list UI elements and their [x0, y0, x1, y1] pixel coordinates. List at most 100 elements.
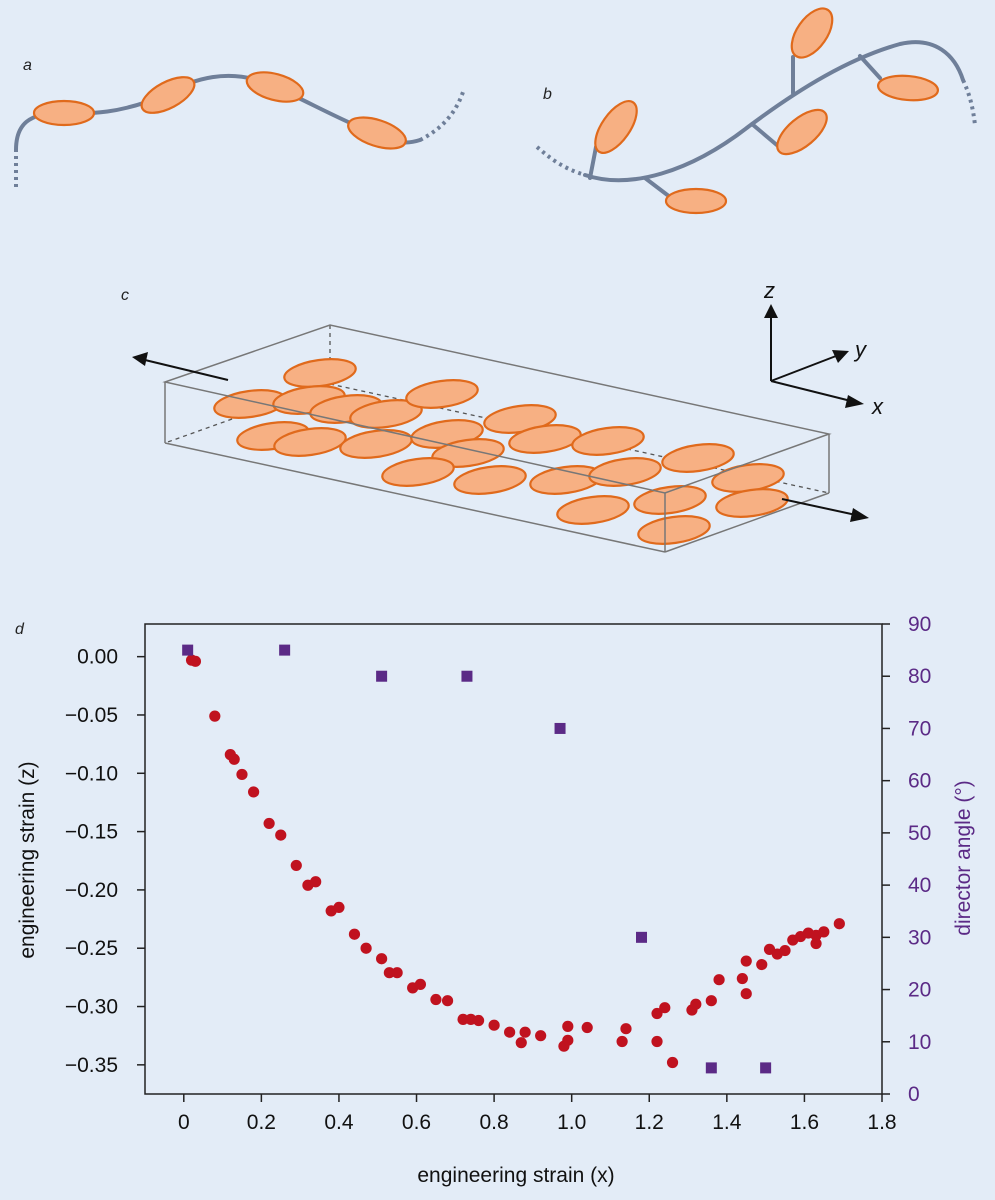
x-axis-title: engineering strain (x) — [417, 1164, 614, 1187]
mesogen — [140, 76, 196, 114]
strain-point — [779, 944, 791, 957]
axes-3d: z y x — [763, 278, 884, 419]
y2-tick-label: 80 — [908, 665, 931, 688]
y2-tick-label: 20 — [908, 979, 931, 1002]
strain-point — [690, 998, 702, 1010]
sidechain — [643, 176, 672, 199]
plot-frame — [144, 623, 883, 1095]
y-tick-label: −0.30 — [65, 996, 118, 1019]
strain-point — [488, 1019, 500, 1031]
strain-point — [515, 1037, 527, 1049]
y-axis-label: y — [853, 337, 868, 362]
strain-point — [562, 1020, 574, 1032]
sidechain — [750, 122, 780, 148]
mesogen — [556, 495, 630, 525]
mesogen — [32, 99, 96, 127]
y-arrow-head — [832, 350, 849, 363]
chain-b-tail-right — [961, 79, 977, 126]
stretch-arrow-right-head — [850, 508, 869, 522]
mesogen — [339, 429, 413, 459]
strain-point — [209, 710, 221, 722]
strain-point — [248, 786, 260, 798]
director-angle-point — [760, 1062, 772, 1074]
strain-point — [376, 953, 388, 965]
box-edge — [164, 442, 666, 553]
strain-point — [504, 1026, 516, 1038]
strain-point — [666, 1056, 679, 1069]
x-tick-label: 0.6 — [402, 1111, 431, 1134]
strain-point — [290, 859, 302, 872]
y2-tick-label: 10 — [908, 1031, 931, 1054]
mesogen — [594, 100, 638, 154]
strain-point — [228, 753, 240, 765]
y2-tick-label: 0 — [908, 1083, 920, 1106]
strain-point — [383, 967, 395, 979]
sidechain — [858, 54, 882, 80]
x-axis-line — [770, 380, 852, 402]
mesogen — [790, 7, 834, 59]
sidechain — [588, 145, 598, 180]
strain-point — [740, 955, 752, 967]
stretch-arrow-left — [144, 359, 229, 381]
y2-tick-label: 50 — [908, 822, 931, 845]
strain-point — [620, 1023, 632, 1035]
y-tick-label: −0.10 — [65, 762, 118, 785]
y-tick-label: −0.25 — [65, 937, 118, 960]
strain-point — [263, 817, 275, 830]
strain-point — [535, 1030, 547, 1042]
strain-point — [581, 1021, 593, 1034]
y-tick-label: 0.00 — [77, 646, 118, 669]
y2-tick-label: 40 — [908, 874, 931, 897]
chain-a-tail-right — [419, 91, 465, 142]
strain-point — [457, 1013, 469, 1025]
y-ticks: 0.00 −0.05 −0.10 −0.15 −0.20 −0.25 −0.30 −0.35 — [65, 646, 145, 1077]
mesogen — [453, 465, 527, 495]
director-angle-point — [554, 722, 566, 734]
x-tick-label: 1.2 — [635, 1111, 664, 1134]
panel-c: c z y x — [121, 278, 884, 553]
strain-point — [756, 958, 768, 971]
box-hidden-edge — [164, 383, 331, 444]
strain-point — [441, 995, 454, 1007]
mesogen — [637, 515, 711, 545]
series-strain-z — [185, 654, 845, 1069]
strain-point — [562, 1034, 574, 1046]
x-arrow-head — [845, 395, 864, 408]
y-axis-line — [770, 355, 837, 382]
x-tick-label: 0 — [178, 1111, 190, 1134]
strain-point — [833, 918, 845, 930]
strain-point — [818, 926, 830, 938]
z-axis-label: z — [763, 278, 775, 303]
strain-point — [333, 901, 345, 913]
y-tick-label: −0.20 — [65, 879, 118, 902]
panel-c-label: c — [121, 287, 129, 304]
z-arrow-head — [764, 304, 778, 318]
panel-a-label: a — [23, 57, 32, 74]
strain-point — [659, 1002, 671, 1014]
y2-ticks: 0 10 20 30 40 50 60 70 80 90 — [882, 613, 931, 1106]
y2-tick-label: 60 — [908, 770, 931, 793]
strain-point — [189, 655, 202, 667]
x-tick-label: 0.2 — [247, 1111, 276, 1134]
x-tick-label: 1.6 — [790, 1111, 819, 1134]
panel-b: b — [535, 7, 977, 215]
y-tick-label: −0.35 — [65, 1054, 118, 1077]
mesogen — [571, 426, 645, 456]
stretch-arrow-right — [781, 498, 857, 516]
x-tick-label: 0.4 — [324, 1111, 354, 1134]
strain-point — [736, 972, 748, 985]
director-angle-point — [376, 670, 388, 682]
strain-point — [414, 978, 427, 990]
strain-point — [705, 995, 717, 1007]
mesogen — [273, 427, 347, 457]
panel-b-label: b — [543, 86, 552, 103]
strain-point — [713, 974, 725, 986]
strain-point — [616, 1035, 628, 1048]
y-tick-label: −0.15 — [65, 821, 118, 844]
chain-b-tail-left — [535, 145, 586, 177]
strain-point — [360, 942, 372, 954]
director-angle-point — [705, 1062, 717, 1074]
director-angle-point — [636, 931, 648, 943]
y2-tick-label: 30 — [908, 926, 931, 949]
mesogen — [633, 485, 707, 515]
